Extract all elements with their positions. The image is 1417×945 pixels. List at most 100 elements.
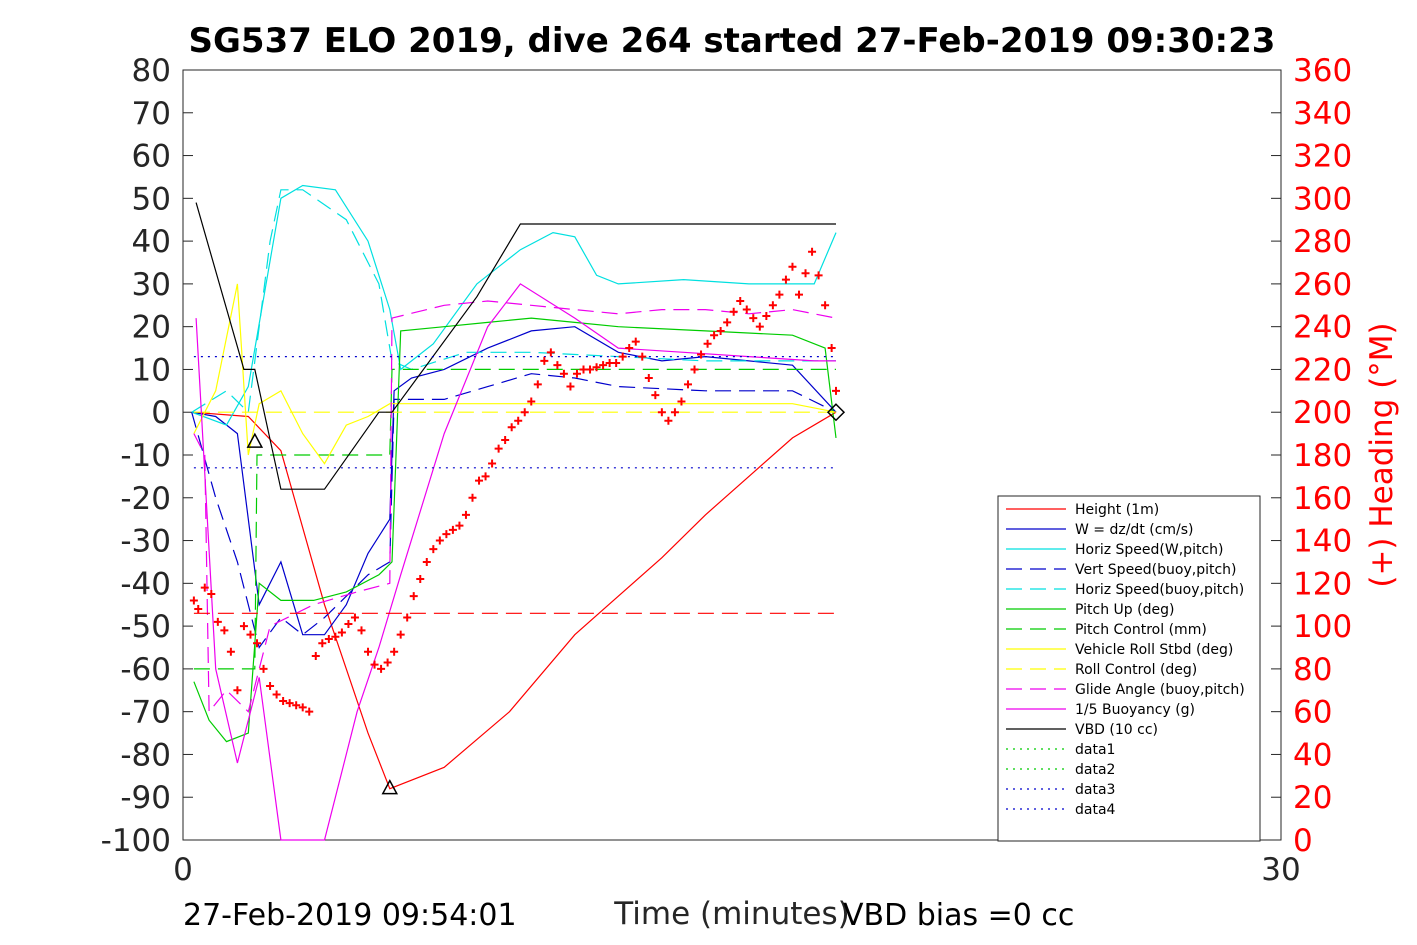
heading-point xyxy=(422,557,431,566)
heading-point xyxy=(383,658,392,667)
heading-point xyxy=(364,647,373,656)
series-line-1 xyxy=(191,326,837,636)
heading-point xyxy=(755,322,764,331)
x-tick-label: 30 xyxy=(1261,852,1300,888)
heading-point xyxy=(794,290,803,299)
y-right-tick-label: 180 xyxy=(1293,438,1352,474)
heading-point xyxy=(488,459,497,468)
heading-point xyxy=(533,380,542,389)
diamond-marker xyxy=(826,403,846,422)
start-time-label: 27-Feb-2019 09:54:01 xyxy=(183,898,517,933)
y-left-tick-label: 30 xyxy=(132,267,171,303)
legend-label: Horiz Speed(W,pitch) xyxy=(1075,542,1223,558)
y-left-tick-label: -60 xyxy=(120,652,171,688)
heading-point xyxy=(279,696,288,705)
heading-point xyxy=(814,271,823,280)
legend: Height (1m) W = dz/dt (cm/s) Horiz Speed(W… xyxy=(997,495,1261,842)
heading-point xyxy=(207,590,216,599)
heading-point xyxy=(514,416,523,425)
heading-point xyxy=(527,397,536,406)
heading-point xyxy=(729,307,738,316)
heading-point xyxy=(189,596,198,605)
legend-label: data1 xyxy=(1075,742,1115,758)
series-line-7 xyxy=(193,283,837,465)
series-line-2 xyxy=(191,184,837,426)
legend-label: VBD (10 cc) xyxy=(1075,722,1158,738)
legend-label: Pitch Up (deg) xyxy=(1075,602,1174,618)
heading-point xyxy=(618,352,627,361)
legend-label: Horiz Speed(buoy,pitch) xyxy=(1075,582,1244,598)
heading-point xyxy=(442,530,451,539)
heading-point xyxy=(625,344,634,353)
series-line-10 xyxy=(195,283,836,841)
heading-point xyxy=(435,536,444,545)
heading-point xyxy=(749,314,758,323)
y-right-tick-label: 220 xyxy=(1293,352,1352,388)
y-left-tick-label: -40 xyxy=(120,566,171,602)
heading-point xyxy=(612,359,621,368)
x-tick-label: 0 xyxy=(173,852,193,888)
x-axis-label: Time (minutes) xyxy=(613,896,849,932)
heading-point xyxy=(475,476,484,485)
y-left-tick-label: -10 xyxy=(120,438,171,474)
heading-point xyxy=(788,262,797,271)
y-right-tick-label: 200 xyxy=(1293,395,1352,431)
heading-point xyxy=(781,275,790,284)
y-right-tick-label: 140 xyxy=(1293,524,1352,560)
heading-point xyxy=(194,605,203,613)
heading-point xyxy=(259,664,268,673)
y-left-tick-label: -90 xyxy=(120,780,171,816)
series-line-9 xyxy=(193,300,837,714)
heading-point xyxy=(768,301,777,310)
heading-point xyxy=(246,630,255,639)
heading-point xyxy=(559,369,568,378)
y-left-tick-label: -80 xyxy=(120,737,171,773)
heading-point xyxy=(416,575,425,584)
legend-label: data3 xyxy=(1075,782,1115,798)
heading-point xyxy=(520,408,529,417)
legend-label: data2 xyxy=(1075,762,1115,778)
heading-point xyxy=(226,647,235,656)
heading-point xyxy=(239,622,248,631)
heading-point xyxy=(253,639,262,648)
y-left-tick-label: 10 xyxy=(132,352,171,388)
y-left-tick-label: -70 xyxy=(120,695,171,731)
legend-label: Pitch Control (mm) xyxy=(1075,622,1207,638)
y-right-tick-label: 20 xyxy=(1293,780,1332,816)
legend-label: W = dz/dt (cm/s) xyxy=(1075,522,1194,538)
y-right-tick-label: 60 xyxy=(1293,695,1332,731)
heading-point xyxy=(775,290,784,299)
y-left-tick-label: 70 xyxy=(132,96,171,132)
y-left-tick-label: -100 xyxy=(101,823,171,859)
heading-point xyxy=(553,361,562,370)
heading-point xyxy=(318,639,327,648)
heading-point xyxy=(350,613,359,622)
y-left-tick-label: 0 xyxy=(151,395,171,431)
y-right-tick-label: 260 xyxy=(1293,267,1352,303)
heading-point xyxy=(409,592,418,601)
vbd-bias-label: VBD bias =0 cc xyxy=(843,898,1075,933)
legend-label: 1/5 Buoyancy (g) xyxy=(1075,702,1195,718)
heading-point xyxy=(377,664,386,673)
y-right-tick-label: 340 xyxy=(1293,96,1352,132)
y-right-tick-label: 240 xyxy=(1293,310,1352,346)
heading-point xyxy=(213,617,222,626)
heading-point xyxy=(370,660,379,669)
heading-point xyxy=(344,619,353,628)
y-right-tick-label: 80 xyxy=(1293,652,1332,688)
heading-point xyxy=(638,352,647,361)
y-right-tick-label: 40 xyxy=(1293,737,1332,773)
heading-point xyxy=(808,247,817,256)
series-line-0 xyxy=(191,411,837,790)
series-line-11 xyxy=(195,202,836,490)
heading-point xyxy=(200,583,209,592)
heading-point xyxy=(827,344,836,353)
heading-point xyxy=(716,326,725,335)
heading-point xyxy=(481,472,490,481)
heading-point xyxy=(285,699,294,708)
y-right-tick-label: 320 xyxy=(1293,139,1352,175)
heading-point xyxy=(546,348,555,357)
heading-point xyxy=(592,363,601,372)
heading-point xyxy=(677,397,686,406)
chart-title: SG537 ELO 2019, dive 264 started 27-Feb-… xyxy=(189,21,1276,61)
